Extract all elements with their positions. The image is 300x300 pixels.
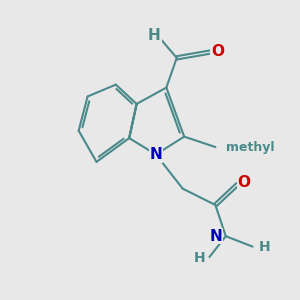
Text: N: N <box>209 229 222 244</box>
Text: H: H <box>194 251 205 266</box>
Text: H: H <box>148 28 161 43</box>
Text: H: H <box>259 240 270 254</box>
Text: N: N <box>150 147 162 162</box>
Text: O: O <box>238 175 251 190</box>
Text: methyl: methyl <box>226 140 274 154</box>
Text: O: O <box>211 44 224 59</box>
